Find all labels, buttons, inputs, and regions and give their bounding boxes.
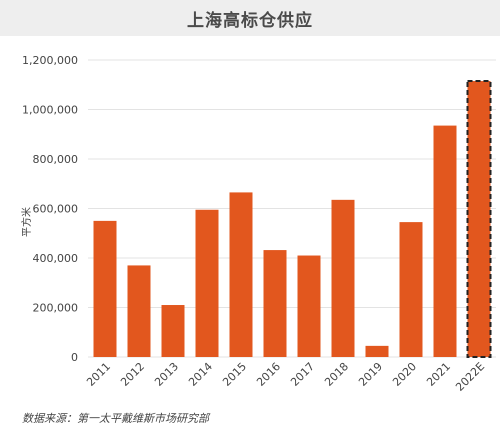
- bar-2022E: [466, 80, 492, 358]
- y-tick-label: 0: [71, 351, 78, 364]
- y-tick-label: 200,000: [33, 302, 79, 315]
- bar-2020: [399, 222, 423, 357]
- x-tick-label: 2021: [424, 360, 453, 389]
- bars: [93, 80, 492, 358]
- bar-2016: [263, 250, 287, 357]
- x-tick-label: 2022E: [453, 360, 487, 394]
- bar-2015: [229, 192, 253, 357]
- chart-title: 上海高标仓供应: [187, 10, 313, 31]
- x-tick-label: 2017: [288, 360, 317, 389]
- x-tick-label: 2015: [220, 360, 249, 389]
- x-tick-label: 2019: [356, 360, 385, 389]
- x-tick-label: 2016: [254, 360, 283, 389]
- bar-2011: [93, 220, 117, 357]
- x-tick-label: 2020: [390, 360, 419, 389]
- y-axis-ticks: 0 200,000 400,000 600,000 800,000 1,000,000 1,…: [22, 54, 78, 364]
- chart-title-bar: 上海高标仓供应: [0, 0, 500, 36]
- bar-2017: [297, 255, 321, 357]
- x-tick-label: 2011: [84, 360, 113, 389]
- y-tick-label: 400,000: [33, 252, 79, 265]
- x-tick-label: 2018: [322, 360, 351, 389]
- grid-lines: [88, 59, 496, 358]
- bar-2013: [161, 305, 185, 357]
- x-axis-ticks: 2011 2012 2013 2014 2015 2016 2017 2018 2019 2020…: [84, 360, 487, 394]
- y-tick-label: 1,200,000: [22, 54, 78, 67]
- bar-2019: [365, 345, 389, 357]
- y-tick-label: 600,000: [33, 203, 79, 216]
- y-tick-label: 800,000: [33, 153, 79, 166]
- x-tick-label: 2012: [118, 360, 147, 389]
- bar-2018: [331, 199, 355, 357]
- source-note: 数据来源：第一太平戴维斯市场研究部: [22, 412, 209, 425]
- x-tick-label: 2014: [186, 360, 215, 389]
- y-tick-label: 1,000,000: [22, 104, 78, 117]
- bar-2014: [195, 209, 219, 357]
- bar-2012: [127, 265, 151, 357]
- x-tick-label: 2013: [152, 360, 181, 389]
- y-axis-label: 平方米: [20, 207, 33, 237]
- bar-2021: [433, 125, 457, 358]
- bar-chart: 0 200,000 400,000 600,000 800,000 1,000,000 1,…: [20, 54, 496, 394]
